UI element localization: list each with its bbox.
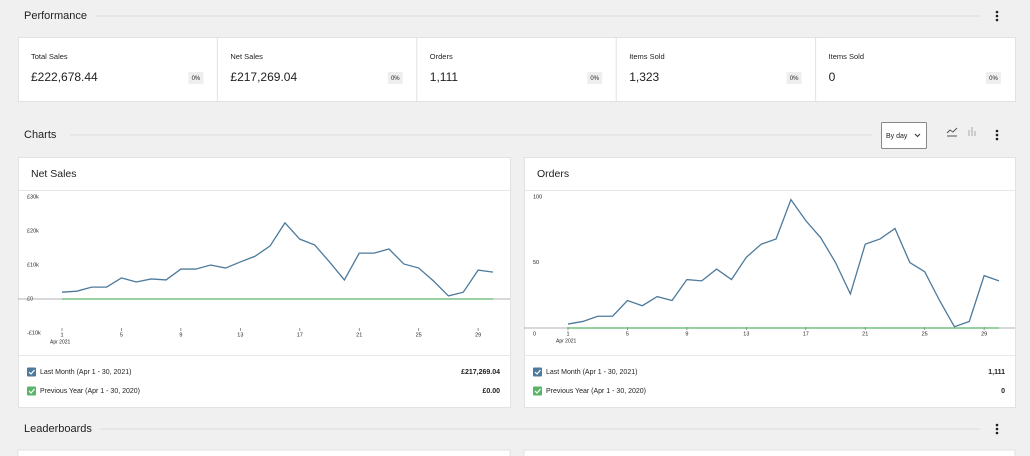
- x-tick-label: 21: [862, 331, 868, 337]
- card-label: Items Sold: [629, 52, 664, 61]
- x-tick-label: 17: [297, 332, 303, 338]
- menu-button[interactable]: [995, 423, 999, 435]
- legend-total: 1,111: [988, 369, 1005, 376]
- menu-button[interactable]: [995, 10, 999, 22]
- chart-panel: [18, 157, 511, 408]
- y-tick-label: £30k: [27, 194, 39, 200]
- section-title: Charts: [24, 129, 57, 141]
- section-title: Leaderboards: [24, 423, 92, 435]
- y-tick-label: 50: [533, 260, 539, 266]
- card-value: 0: [829, 70, 836, 84]
- legend-checkbox[interactable]: [533, 367, 542, 377]
- y-tick-label: £20k: [27, 228, 39, 234]
- bar-chart-toggle[interactable]: [968, 127, 976, 136]
- y-tick-label: £10k: [27, 262, 39, 268]
- change-badge: [387, 72, 403, 84]
- change-badge: [188, 72, 204, 84]
- legend-checkbox[interactable]: [27, 386, 36, 396]
- section-title: Performance: [24, 10, 87, 22]
- interval-select[interactable]: [881, 122, 927, 149]
- legend-total: £217,269.04: [461, 369, 500, 376]
- x-tick-label: 25: [416, 332, 422, 338]
- card-label: Orders: [430, 52, 453, 61]
- chart-title: Orders: [537, 168, 569, 180]
- change-badge: [986, 72, 1001, 84]
- card-change: 0%: [192, 76, 201, 82]
- card-value: £222,678.44: [31, 70, 98, 84]
- change-badge: [786, 72, 802, 84]
- x-tick-label: 25: [922, 331, 928, 337]
- card-label: Items Sold: [829, 52, 864, 61]
- checkmark: [28, 388, 35, 394]
- card-change: 0%: [391, 76, 400, 82]
- chart-title: Net Sales: [31, 168, 77, 180]
- checkmark: [534, 369, 541, 375]
- menu-button[interactable]: [995, 129, 999, 141]
- chart-panel: [524, 157, 1016, 408]
- checkmark: [28, 369, 35, 375]
- x-tick-label: 21: [356, 332, 362, 338]
- y-tick-label: 100: [533, 195, 542, 201]
- card-label: Total Sales: [31, 52, 68, 61]
- card-value: £217,269.04: [230, 70, 297, 84]
- x-tick-label: 5: [626, 331, 629, 337]
- y-tick-label: £0: [27, 296, 33, 302]
- card-change: 0%: [790, 76, 799, 82]
- x-tick-label: 9: [179, 332, 182, 338]
- legend-checkbox[interactable]: [27, 367, 36, 377]
- x-tick-label: 17: [803, 331, 809, 337]
- x-tick-label: 13: [743, 331, 749, 337]
- series-line: [567, 198, 1000, 328]
- line-chart-toggle[interactable]: [946, 127, 958, 137]
- card-value: 1,323: [629, 70, 659, 84]
- x-tick-label: 29: [981, 331, 987, 337]
- legend-checkbox[interactable]: [533, 386, 542, 396]
- card-row: [18, 37, 1016, 102]
- card-label: Net Sales: [230, 52, 263, 61]
- x-tick-label: 29: [475, 332, 481, 338]
- y-tick-label: -£10k: [27, 330, 41, 336]
- x-sublabel: Apr 2021: [556, 338, 577, 344]
- series-line: [61, 221, 494, 297]
- legend-label: Last Month (Apr 1 - 30, 2021): [40, 369, 131, 376]
- checkmark: [534, 388, 541, 394]
- change-badge: [587, 72, 603, 84]
- legend-total: £0.00: [482, 388, 500, 395]
- card-change: 0%: [989, 76, 998, 82]
- x-sublabel: Apr 2021: [50, 339, 71, 345]
- x-tick-label: 5: [120, 332, 123, 338]
- x-tick-label: 9: [685, 331, 688, 337]
- card-value: 1,111: [430, 70, 459, 84]
- leaderboard-panel: [523, 449, 1016, 456]
- legend-label: Previous Year (Apr 1 - 30, 2020): [40, 388, 140, 395]
- card-change: 0%: [590, 76, 599, 82]
- x-tick-label: 1: [60, 332, 63, 338]
- leaderboard-panel: [17, 449, 511, 456]
- interval-label: By day: [886, 133, 908, 140]
- legend-label: Last Month (Apr 1 - 30, 2021): [546, 369, 637, 376]
- legend-total: 0: [1001, 388, 1005, 395]
- y-tick-label: 0: [533, 331, 536, 337]
- legend-label: Previous Year (Apr 1 - 30, 2020): [546, 388, 646, 395]
- x-tick-label: 13: [237, 332, 243, 338]
- x-tick-label: 1: [566, 331, 569, 337]
